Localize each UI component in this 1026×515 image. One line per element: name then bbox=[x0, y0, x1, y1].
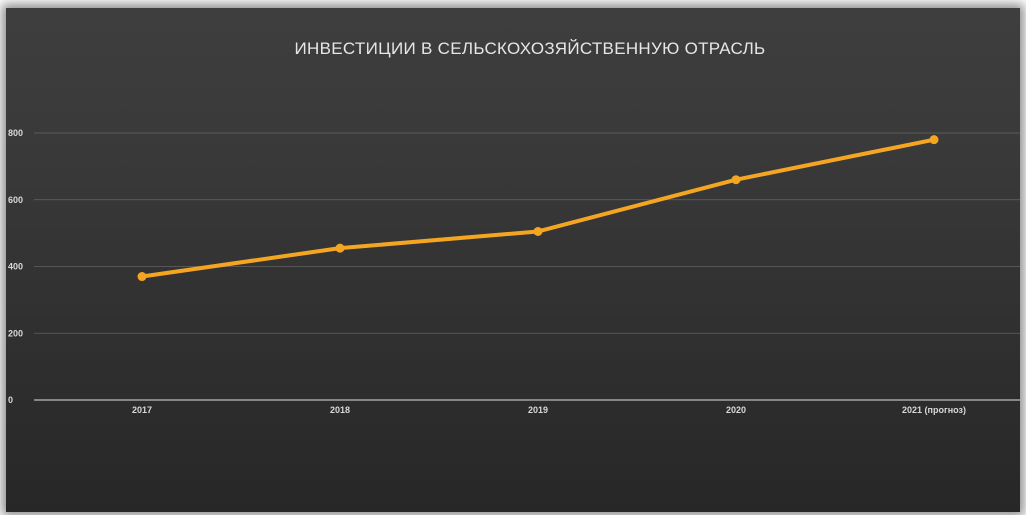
y-tick-label: 600 bbox=[8, 195, 23, 205]
x-tick-label: 2019 bbox=[528, 405, 548, 415]
series-layer bbox=[137, 135, 939, 282]
series-line bbox=[140, 137, 936, 279]
y-tick-label: 0 bbox=[8, 395, 13, 405]
chart-title: ИНВЕСТИЦИИ В СЕЛЬСКОХОЗЯЙСТВЕННУЮ ОТРАСЛ… bbox=[295, 39, 766, 58]
data-point bbox=[137, 272, 147, 282]
data-point bbox=[533, 226, 543, 236]
x-tick-label: 2020 bbox=[726, 405, 746, 415]
data-point bbox=[731, 175, 741, 185]
x-tick-label: 2021 (прогноз) bbox=[902, 405, 966, 415]
x-tick-label: 2017 bbox=[132, 405, 152, 415]
y-tick-label: 400 bbox=[8, 262, 23, 272]
chart-slide: ИНВЕСТИЦИИ В СЕЛЬСКОХОЗЯЙСТВЕННУЮ ОТРАСЛ… bbox=[6, 8, 1020, 512]
x-axis-ticks: 2017 2018 2019 2020 2021 (прогноз) bbox=[132, 405, 966, 415]
line-chart: ИНВЕСТИЦИИ В СЕЛЬСКОХОЗЯЙСТВЕННУЮ ОТРАСЛ… bbox=[8, 39, 1020, 415]
x-tick-label: 2018 bbox=[330, 405, 350, 415]
data-point bbox=[929, 135, 939, 145]
y-tick-label: 200 bbox=[8, 328, 23, 338]
y-tick-label: 800 bbox=[8, 128, 23, 138]
gridlines bbox=[34, 132, 1020, 401]
y-axis-ticks: 0 200 400 600 800 bbox=[8, 128, 23, 405]
data-point bbox=[335, 243, 345, 253]
